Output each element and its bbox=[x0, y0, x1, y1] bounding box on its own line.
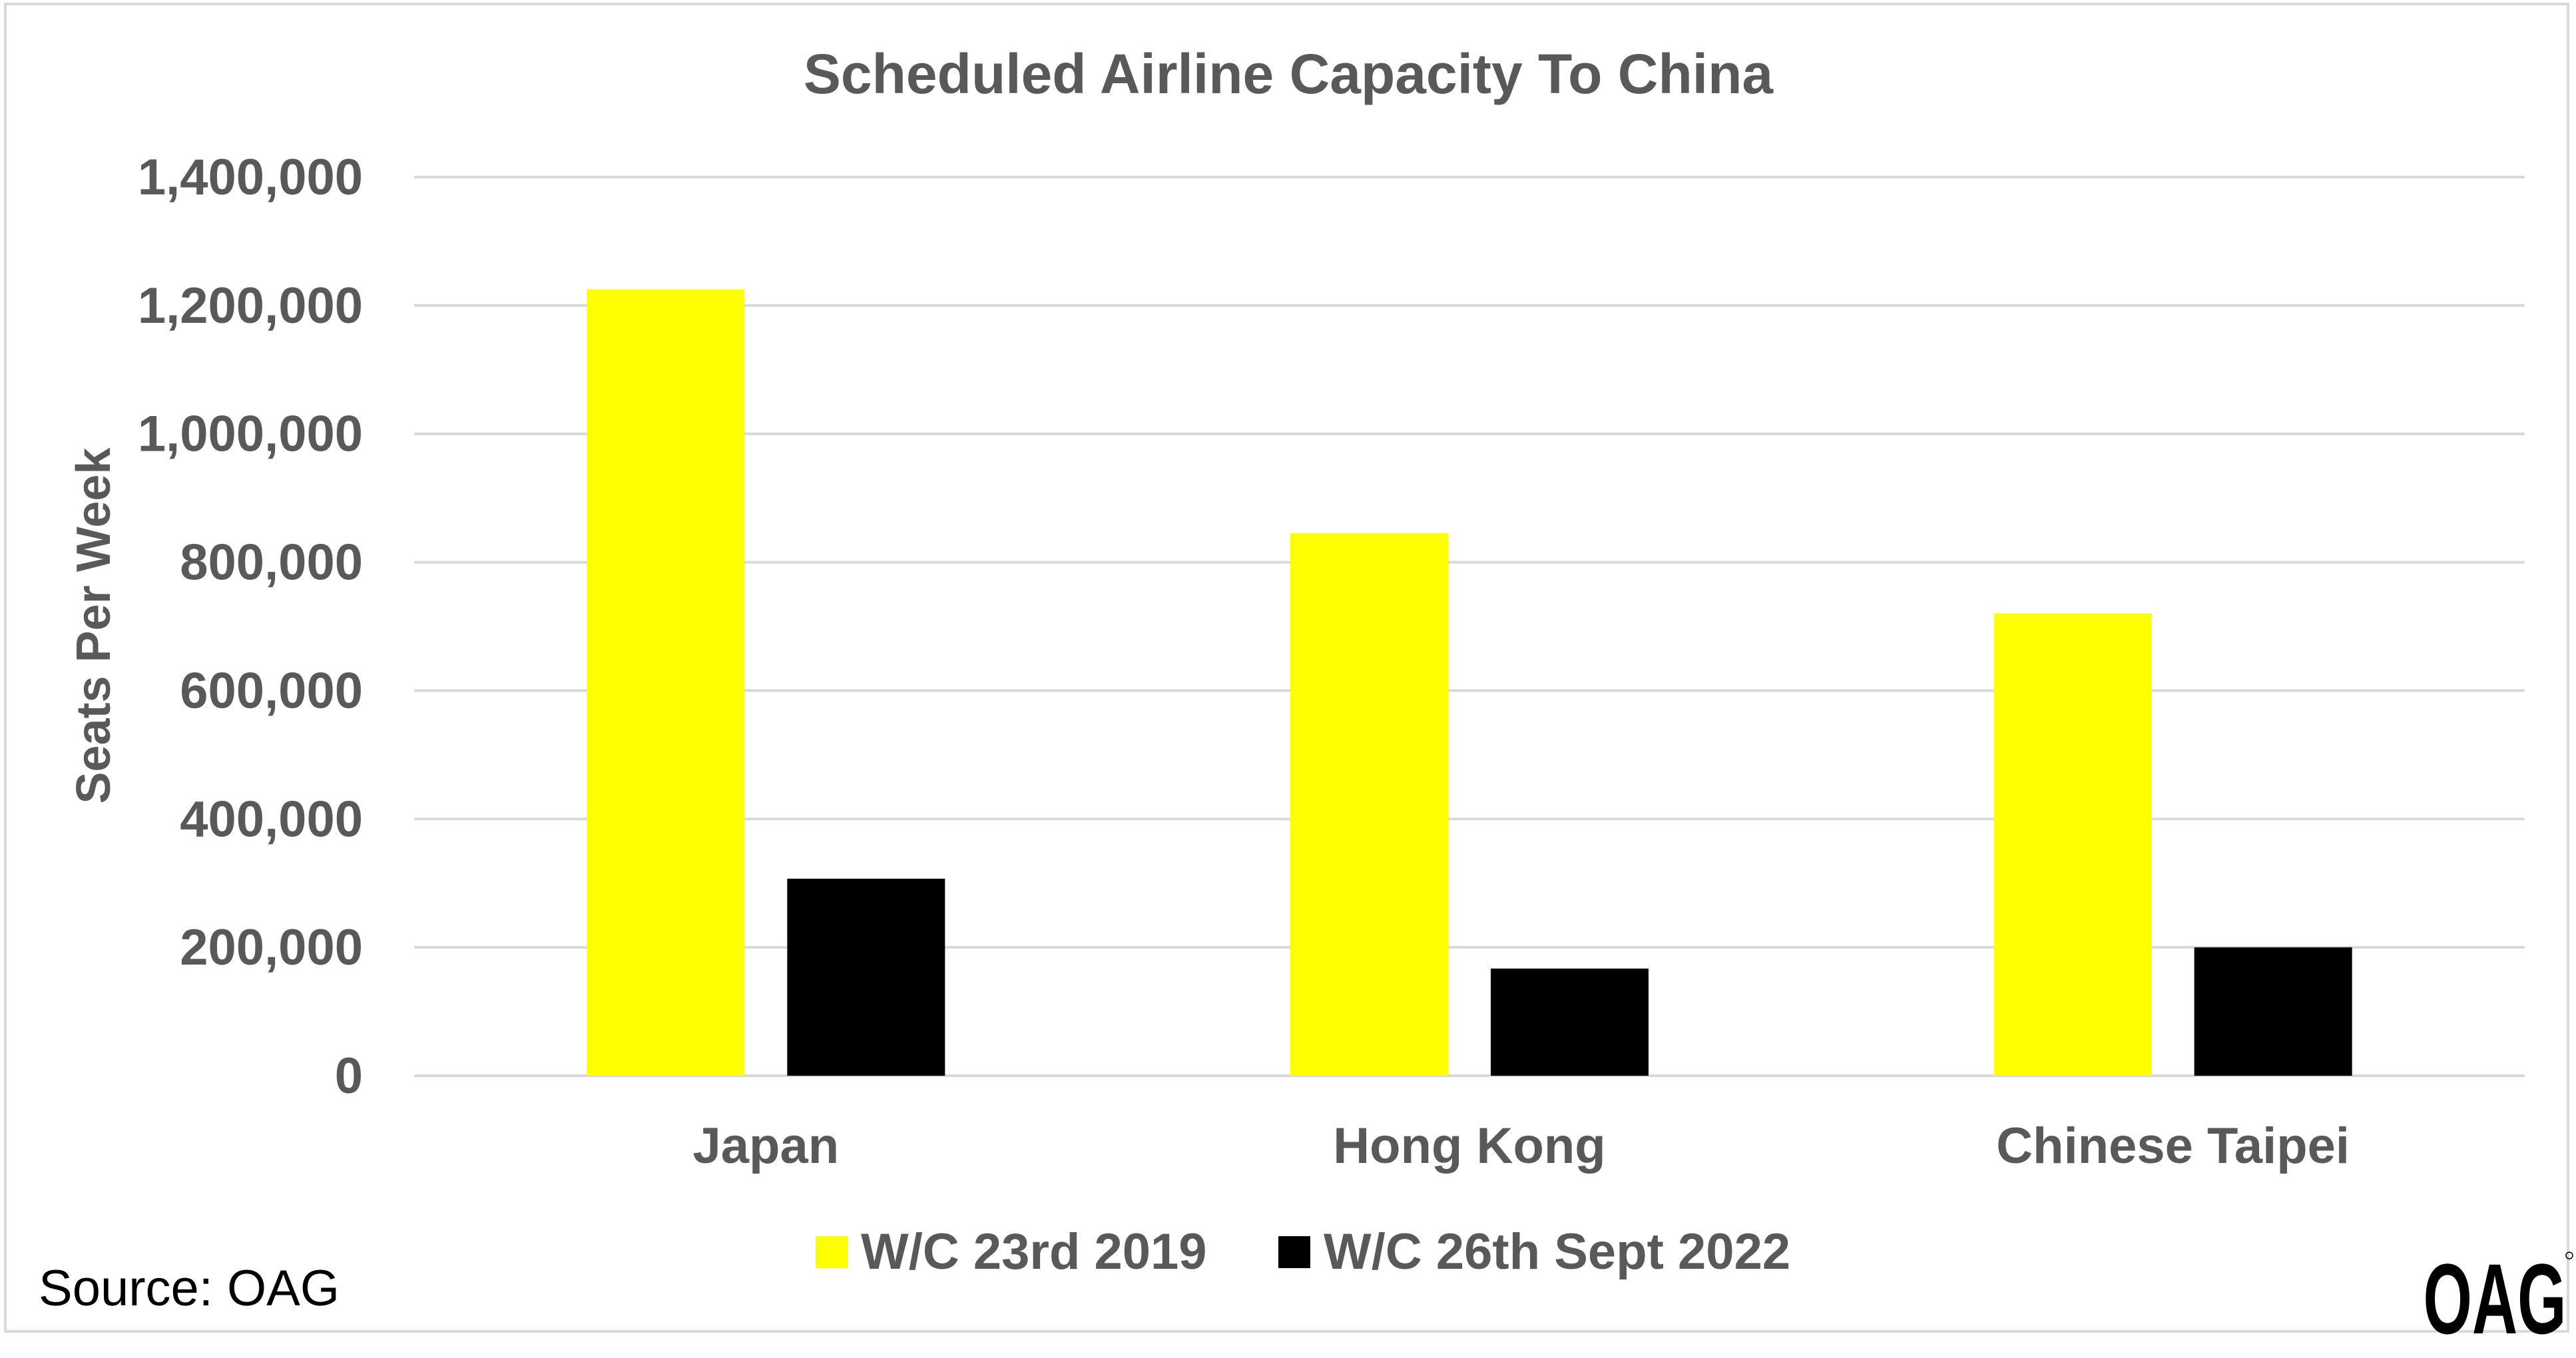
gridlines bbox=[414, 176, 2525, 1077]
y-tick-label: 1,400,000 bbox=[138, 149, 363, 206]
oag-logo-text: OAG bbox=[2424, 1244, 2567, 1350]
y-tick-label: 1,200,000 bbox=[138, 278, 363, 334]
y-tick-label: 1,000,000 bbox=[138, 406, 363, 463]
bars bbox=[587, 289, 2352, 1076]
oag-logo: OAG bbox=[2424, 1244, 2573, 1350]
legend-label: W/C 23rd 2019 bbox=[861, 1224, 1207, 1280]
y-tick-label: 200,000 bbox=[180, 919, 363, 976]
bar-japan-series-1 bbox=[587, 289, 745, 1076]
bar-hong-kong-series-2 bbox=[1491, 968, 1649, 1076]
bar-japan-series-2 bbox=[787, 878, 945, 1076]
x-tick-label: Japan bbox=[693, 1118, 840, 1174]
bar-chinese-taipei-series-2 bbox=[2194, 947, 2352, 1076]
legend-swatch bbox=[816, 1236, 848, 1268]
source-note: Source: OAG bbox=[39, 1260, 340, 1317]
legend-label: W/C 26th Sept 2022 bbox=[1324, 1224, 1790, 1280]
bar-chinese-taipei-series-1 bbox=[1993, 613, 2152, 1076]
y-tick-label: 600,000 bbox=[180, 662, 363, 719]
chart-title: Scheduled Airline Capacity To China bbox=[804, 43, 1774, 105]
y-axis-ticks: 0 200,000 400,000 600,000 800,000 1,000,000 1,… bbox=[138, 149, 363, 1104]
bar-hong-kong-series-1 bbox=[1290, 533, 1448, 1076]
y-tick-label: 800,000 bbox=[180, 535, 363, 591]
y-tick-label: 0 bbox=[335, 1048, 363, 1104]
x-tick-label: Hong Kong bbox=[1333, 1118, 1605, 1174]
y-axis-label: Seats Per Week bbox=[67, 447, 121, 804]
x-axis-ticks: Japan Hong Kong Chinese Taipei bbox=[693, 1118, 2350, 1174]
legend: W/C 23rd 2019 W/C 26th Sept 2022 bbox=[816, 1224, 1790, 1280]
x-tick-label: Chinese Taipei bbox=[1996, 1118, 2350, 1174]
legend-swatch bbox=[1278, 1236, 1310, 1268]
y-tick-label: 400,000 bbox=[180, 791, 363, 847]
